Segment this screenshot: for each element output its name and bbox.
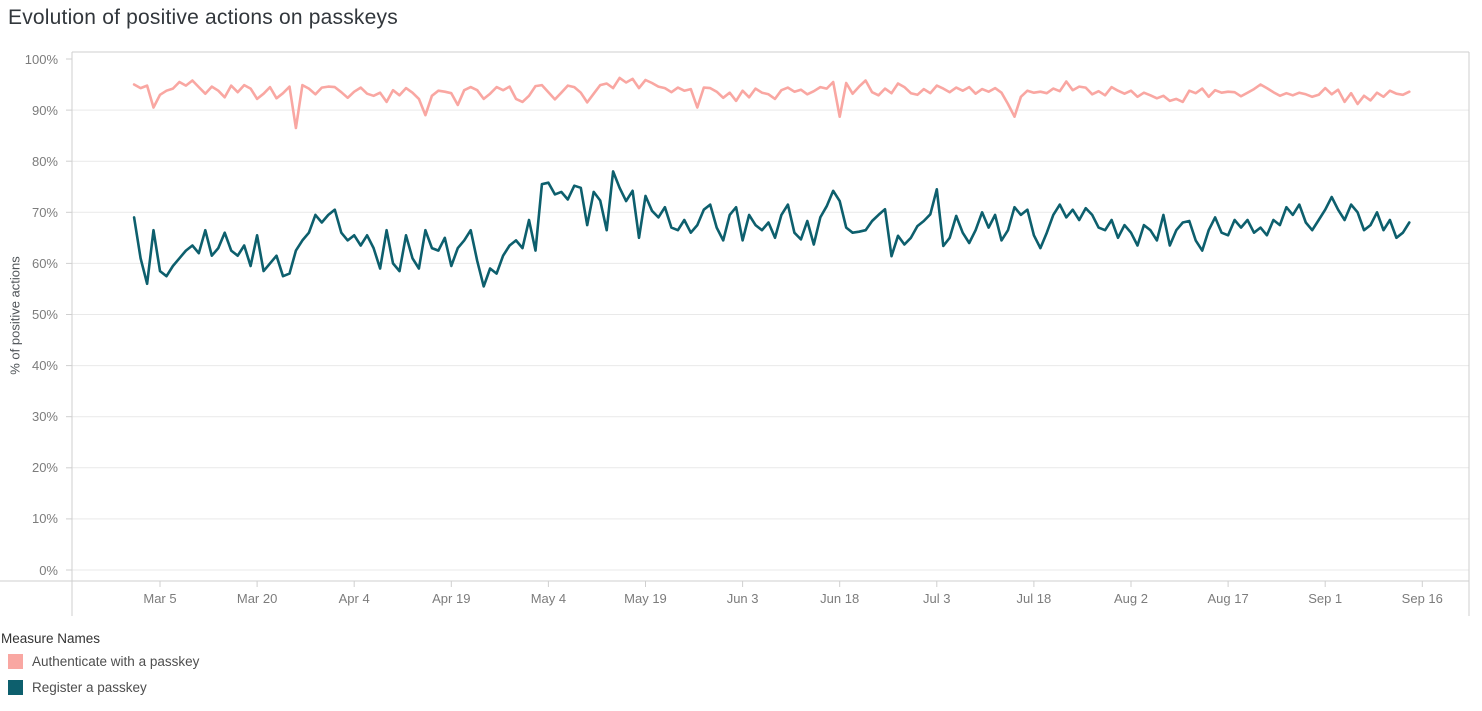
y-axis-tick-label: 50%	[31, 307, 58, 322]
legend-item-register[interactable]: Register a passkey	[8, 679, 199, 695]
legend-label: Authenticate with a passkey	[32, 653, 200, 669]
x-axis-tick-label: Apr 19	[432, 591, 471, 606]
y-axis-tick-label: 80%	[31, 153, 58, 169]
y-axis-tick-label: 100%	[24, 51, 58, 67]
y-axis-tick-label: 30%	[31, 409, 58, 425]
x-axis-tick-label: Jun 18	[820, 591, 860, 606]
legend-label: Register a passkey	[32, 679, 147, 695]
x-axis-tick-label: Aug 17	[1207, 591, 1249, 606]
y-axis-tick-label: 40%	[31, 358, 58, 374]
page-title: Evolution of positive actions on passkey…	[8, 6, 398, 29]
x-axis-tick-label: Sep 16	[1401, 591, 1443, 606]
legend-swatch-authenticate-icon	[8, 653, 23, 669]
x-axis-tick-label: Mar 20	[236, 591, 278, 606]
y-axis-tick-label: 60%	[31, 255, 58, 271]
y-axis-tick-label: 90%	[31, 102, 58, 118]
x-axis-tick-label: Sep 1	[1308, 591, 1343, 606]
legend: Measure Names Authenticate with a passke…	[0, 631, 199, 705]
plot-canvas	[0, 51, 1470, 616]
y-axis-tick-label: 20%	[31, 460, 58, 476]
series-line-authenticate-with-a-passkey[interactable]	[132, 76, 1411, 130]
legend-item-authenticate[interactable]: Authenticate with a passkey	[8, 653, 199, 669]
series-line-register-a-passkey[interactable]	[132, 170, 1411, 288]
x-axis-tick-label: Aug 2	[1113, 591, 1148, 606]
x-axis-tick-label: May 4	[530, 591, 567, 606]
x-axis-tick-label: Apr 4	[338, 591, 370, 606]
x-axis-tick-label: Mar 5	[143, 591, 177, 606]
x-axis-tick-label: May 19	[624, 591, 667, 606]
line-chart: % of positive actions 0% 10% 20% 30% 40% 50% 6…	[0, 51, 1470, 616]
x-axis-tick-label: Jul 18	[1016, 591, 1052, 606]
x-axis-tick-label: Jun 3	[726, 591, 759, 606]
legend-title: Measure Names	[1, 631, 101, 646]
y-axis-tick-label: 0%	[39, 562, 58, 578]
y-axis-tick-label: 70%	[31, 204, 58, 220]
x-axis-tick-label: Jul 3	[923, 591, 951, 606]
y-axis-tick-label: 10%	[31, 511, 58, 527]
legend-swatch-register-icon	[8, 679, 23, 695]
